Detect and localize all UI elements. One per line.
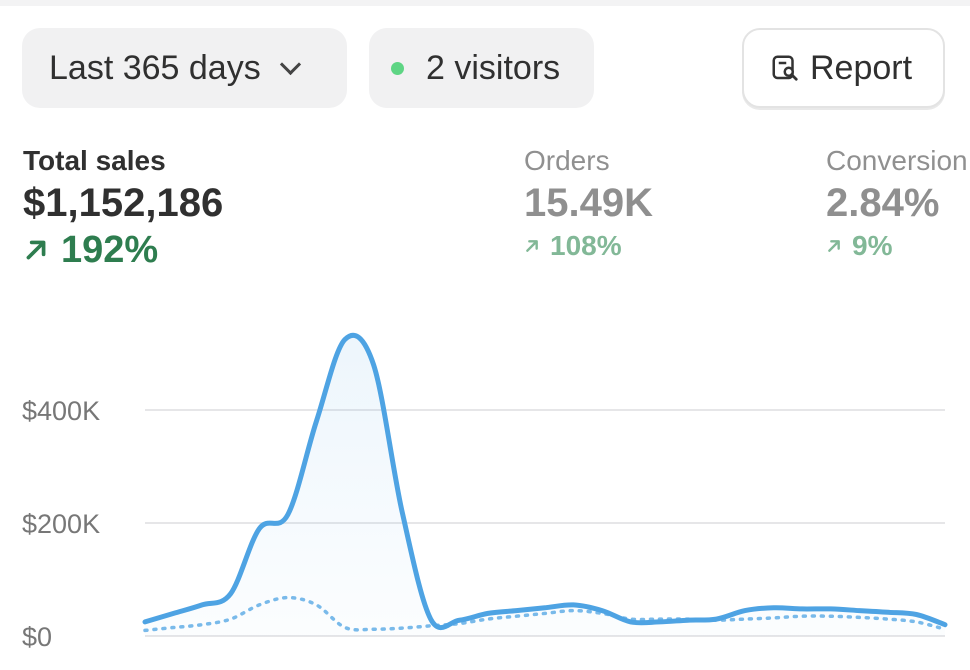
sales-series-line: [142, 332, 948, 631]
top-divider: [0, 0, 970, 6]
sales-area-fill: [145, 335, 945, 636]
metric-change: 192%: [23, 227, 223, 273]
comparison-series-line: [143, 595, 947, 633]
metric-label: Total sales: [23, 145, 166, 176]
metric-value: $1,152,186: [23, 181, 224, 225]
metric-orders[interactable]: Orders 15.49K 108%: [524, 145, 653, 265]
live-visitors-button[interactable]: 2 visitors: [369, 28, 594, 108]
metric-value: 2.84%: [826, 181, 940, 225]
metric-change-value: 9%: [852, 230, 893, 261]
y-tick-label: $0: [22, 622, 52, 652]
date-range-label: Last 365 days: [49, 48, 261, 87]
live-status-dot-icon: [391, 61, 404, 75]
arrow-up-right-icon: [526, 240, 538, 252]
metric-label: Conversion: [826, 145, 968, 176]
report-search-icon: [772, 55, 798, 81]
metric-change-value: 108%: [550, 230, 622, 261]
metric-label: Orders: [524, 145, 610, 176]
metric-value: 15.49K: [524, 181, 653, 225]
chevron-down-icon: [279, 53, 301, 75]
y-tick-label: $400K: [22, 396, 100, 426]
report-button[interactable]: Report: [742, 28, 945, 108]
metric-change: 108%: [524, 227, 653, 265]
arrow-up-right-icon: [26, 240, 46, 260]
arrow-up-right-icon: [828, 240, 840, 252]
metric-conversion[interactable]: Conversion 2.84% 9%: [826, 145, 968, 265]
visitors-label: 2 visitors: [426, 48, 561, 87]
metric-change: 9%: [826, 227, 968, 265]
y-tick-label: $200K: [22, 509, 100, 539]
metric-total-sales[interactable]: Total sales $1,152,186 192%: [23, 145, 223, 273]
date-range-dropdown[interactable]: Last 365 days: [22, 28, 347, 108]
sales-chart[interactable]: $0 $200K $400K: [0, 300, 970, 670]
metric-change-value: 192%: [61, 229, 159, 271]
report-button-label: Report: [810, 48, 913, 87]
